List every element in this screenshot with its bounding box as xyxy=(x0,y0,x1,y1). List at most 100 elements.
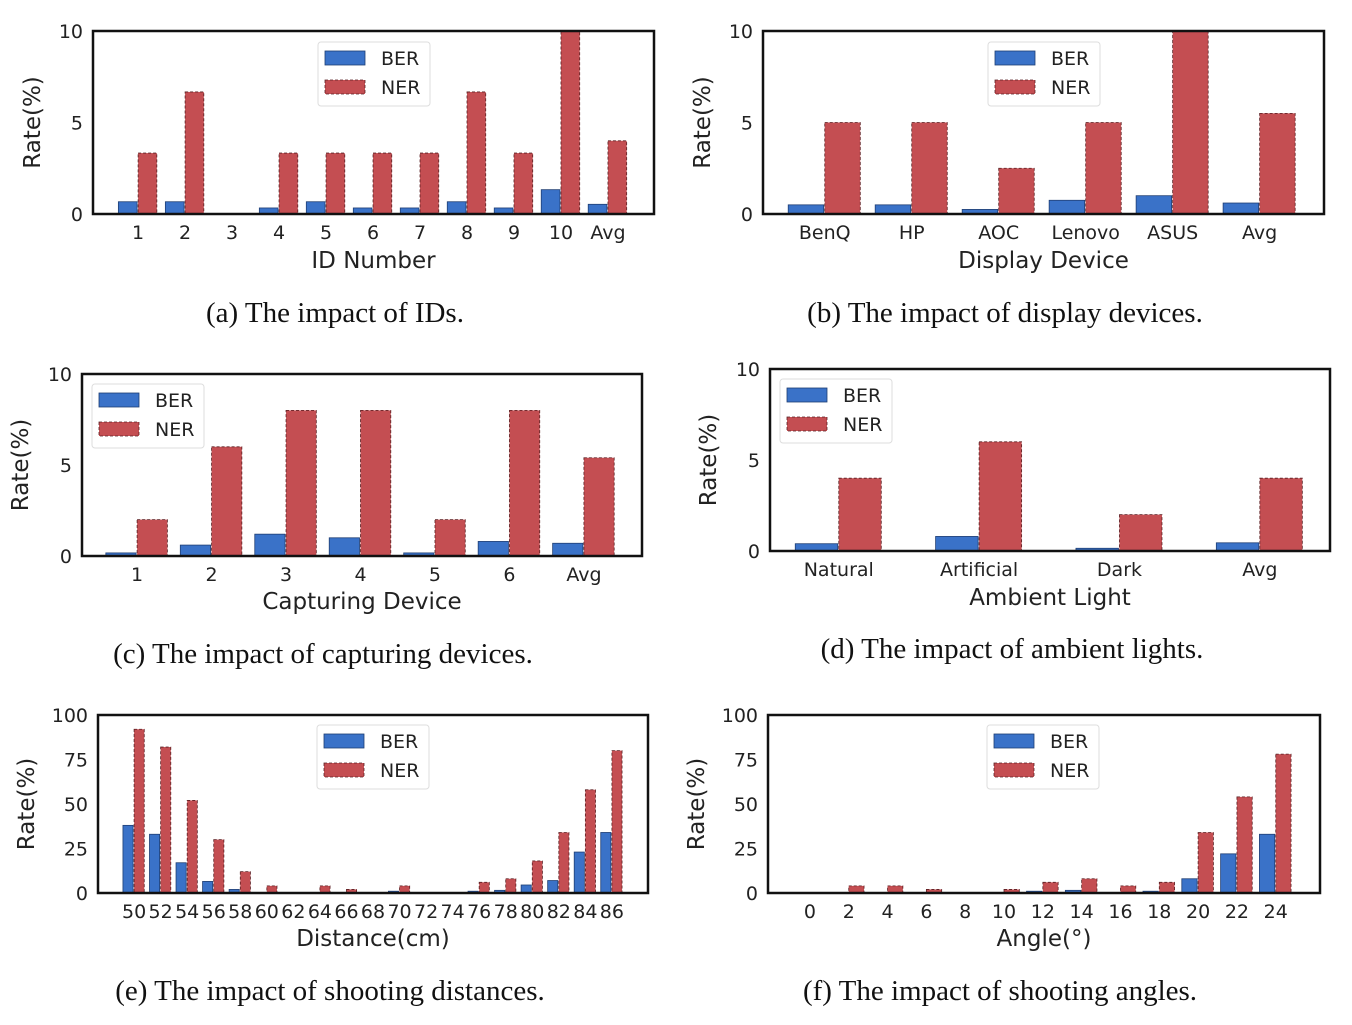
bar-ner-80 xyxy=(531,860,543,894)
x-tick-label: 68 xyxy=(361,901,385,923)
legend-label-ner: NER xyxy=(1051,77,1090,99)
bar-ber-86 xyxy=(600,832,612,894)
y-tick-label: 5 xyxy=(741,113,753,135)
bar-ner-78 xyxy=(505,878,517,894)
x-tick-label: HP xyxy=(899,222,925,244)
y-tick-label: 25 xyxy=(64,839,88,861)
legend: BER NER xyxy=(986,724,1100,790)
bar-ner-6 xyxy=(509,409,541,557)
y-tick-label: 50 xyxy=(64,794,88,816)
plot-frame xyxy=(91,29,656,216)
bar-ner-1 xyxy=(137,152,158,215)
bar-ner-5 xyxy=(325,152,346,215)
x-tick-label: 74 xyxy=(441,901,465,923)
x-tick-label: Avg xyxy=(1242,222,1277,244)
bar-ber-24 xyxy=(1259,833,1276,894)
y-axis-label: Rate(%) xyxy=(690,76,716,169)
x-tick-label: 56 xyxy=(202,901,226,923)
legend-label-ber: BER xyxy=(843,385,881,407)
x-tick-label: 4 xyxy=(882,901,894,923)
x-tick-label: 64 xyxy=(308,901,332,923)
bar-ner-ASUS xyxy=(1172,30,1209,215)
x-tick-label: 1 xyxy=(131,564,143,586)
y-tick-label: 0 xyxy=(60,546,72,568)
x-tick-label: 70 xyxy=(387,901,411,923)
x-tick-label: 16 xyxy=(1108,901,1132,923)
legend-swatch-ner xyxy=(994,79,1036,95)
x-tick-label: AOC xyxy=(978,222,1019,244)
y-tick-label: 10 xyxy=(48,364,72,386)
legend: BER NER xyxy=(316,724,430,790)
bar-ber-Artificial xyxy=(935,536,979,552)
bar-ner-Artificial xyxy=(978,441,1023,552)
bar-ber-50 xyxy=(122,824,134,894)
bar-ber-HP xyxy=(874,204,912,215)
bar-ber-Lenovo xyxy=(1048,199,1086,215)
bar-ner-Avg xyxy=(607,140,628,215)
legend-label-ber: BER xyxy=(155,390,193,412)
y-tick-label: 10 xyxy=(736,359,760,381)
bar-ner-AOC xyxy=(998,167,1035,215)
bar-ner-Dark xyxy=(1119,514,1163,552)
bar-ner-76 xyxy=(478,881,490,894)
caption: (c) The impact of capturing devices. xyxy=(113,638,533,670)
x-tick-label: 8 xyxy=(959,901,971,923)
bar-ner-20 xyxy=(1197,832,1214,894)
y-tick-label: 75 xyxy=(734,750,758,772)
bar-ner-Avg xyxy=(1259,112,1296,215)
x-tick-label: 84 xyxy=(573,901,597,923)
caption: (b) The impact of display devices. xyxy=(807,297,1203,329)
legend-swatch-ner xyxy=(786,416,828,432)
chart-c: 0 5 10 1 2 3 4 5 6 Avg Capturing Device Rate(%) BER N… xyxy=(8,364,644,670)
bar-ner-6 xyxy=(372,152,393,215)
x-tick-label: Natural xyxy=(804,559,874,581)
legend-swatch-ner xyxy=(993,762,1035,778)
bar-ner-22 xyxy=(1236,796,1253,894)
x-tick-label: 5 xyxy=(320,222,332,244)
legend: BER NER xyxy=(91,383,205,449)
y-tick-label: 5 xyxy=(71,113,83,135)
bar-ner-4 xyxy=(278,152,299,215)
x-tick-label: 80 xyxy=(520,901,544,923)
x-tick-label: 22 xyxy=(1225,901,1249,923)
x-tick-label: 2 xyxy=(843,901,855,923)
x-axis-label: ID Number xyxy=(311,248,436,274)
x-tick-label: Avg xyxy=(1242,559,1277,581)
plot-frame xyxy=(80,372,644,558)
y-tick-label: 0 xyxy=(741,204,753,226)
legend: BER NER xyxy=(987,41,1101,107)
x-axis-label: Capturing Device xyxy=(262,589,461,615)
x-tick-label: Artificial xyxy=(940,559,1018,581)
bar-ber-10 xyxy=(540,189,561,215)
bar-ner-84 xyxy=(584,789,596,894)
x-tick-label: 5 xyxy=(429,564,441,586)
x-tick-label: 4 xyxy=(273,222,285,244)
bar-ner-2 xyxy=(211,446,243,557)
y-tick-label: 100 xyxy=(52,705,88,727)
bar-ber-3 xyxy=(254,533,286,557)
bar-ber-56 xyxy=(202,881,214,894)
x-tick-label: 3 xyxy=(280,564,292,586)
x-tick-label: 20 xyxy=(1186,901,1210,923)
x-tick-label: 6 xyxy=(367,222,379,244)
bar-ner-4 xyxy=(360,409,392,557)
bar-ner-Lenovo xyxy=(1085,122,1122,215)
legend-label-ber: BER xyxy=(380,731,418,753)
bar-ber-Avg xyxy=(587,203,608,215)
legend-label-ber: BER xyxy=(1050,731,1088,753)
y-axis-label: Rate(%) xyxy=(14,758,40,851)
x-axis-label: Ambient Light xyxy=(969,585,1131,611)
x-tick-label: 2 xyxy=(179,222,191,244)
x-tick-label: 1 xyxy=(132,222,144,244)
x-tick-label: 18 xyxy=(1147,901,1171,923)
y-tick-label: 5 xyxy=(748,450,760,472)
y-axis-label: Rate(%) xyxy=(20,76,46,169)
x-tick-label: 12 xyxy=(1031,901,1055,923)
bar-ner-54 xyxy=(186,800,198,894)
bar-ner-66 xyxy=(346,889,358,894)
x-tick-label: 62 xyxy=(281,901,305,923)
legend-swatch-ber xyxy=(786,387,828,403)
legend-swatch-ber xyxy=(98,392,140,408)
y-tick-label: 0 xyxy=(76,883,88,905)
